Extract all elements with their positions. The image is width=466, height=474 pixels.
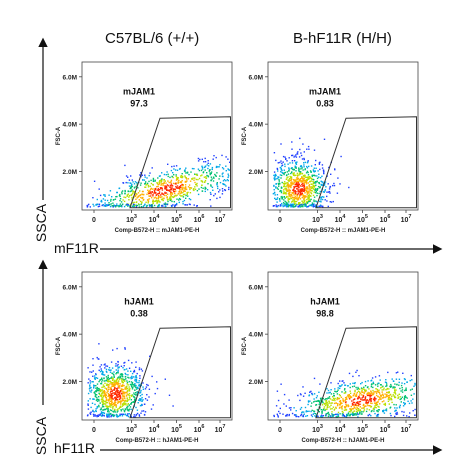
scatter-panel-3: 6.0M 4.0M 2.0M FSC-A 0 103 104 105 106 107 Comp-B5…	[56, 271, 233, 444]
plot-frame	[81, 61, 233, 211]
x-tick-label: 105	[357, 424, 368, 434]
x-tick-label: 105	[171, 424, 182, 434]
x-tick-label: 106	[194, 424, 205, 434]
y-axis-label: FSC-A	[56, 336, 62, 355]
x-tick-label: 103	[312, 424, 323, 434]
gate-polygon	[129, 326, 231, 419]
x-tick-label: 104	[335, 214, 347, 224]
y-tick-label: 6.0M	[249, 74, 263, 81]
scatter-panel-2: 6.0M 4.0M 2.0M FSC-A 0 103 104 105 106 107 Comp-B5…	[242, 61, 419, 234]
scatter-panel-4: 6.0M 4.0M 2.0M FSC-A 0 103 104 105 106 107 Comp-B5…	[242, 271, 419, 444]
x-tick-label: 107	[215, 214, 226, 224]
y-axis-label: FSC-A	[242, 126, 248, 145]
gate-percentage-label: 97.3	[130, 98, 148, 108]
gate-polygon	[315, 326, 417, 419]
event-dots	[86, 343, 174, 418]
gate-percentage-label: 0.38	[130, 308, 148, 318]
plot-frame	[267, 61, 419, 211]
x-tick-label: 0	[92, 427, 96, 434]
gate-percentage-label: 98.8	[316, 308, 334, 318]
x-tick-label: 0	[92, 217, 96, 224]
row2-x-axis-label: hF11R	[54, 440, 95, 456]
event-dots	[272, 137, 350, 208]
x-tick-label: 103	[312, 214, 323, 224]
y-tick-label: 2.0M	[63, 379, 77, 386]
x-tick-label: 0	[278, 427, 282, 434]
x-tick-label: 103	[126, 214, 137, 224]
gate-polygon	[129, 116, 231, 209]
y-tick-label: 6.0M	[63, 284, 77, 291]
y-tick-label: 4.0M	[63, 122, 77, 129]
x-axis-label: Comp-B572-H :: mJAM1-PE-H	[115, 228, 200, 234]
x-tick-label: 106	[380, 214, 391, 224]
gate-name-label: mJAM1	[309, 87, 341, 97]
x-tick-label: 107	[401, 214, 412, 224]
plot-frame	[81, 271, 233, 421]
y-tick-label: 6.0M	[249, 284, 263, 291]
x-tick-label: 107	[401, 424, 412, 434]
event-dots	[273, 369, 416, 418]
y-tick-label: 2.0M	[249, 169, 263, 176]
y-axis-label: FSC-A	[56, 126, 62, 145]
y-axis-label: FSC-A	[242, 336, 248, 355]
x-tick-label: 104	[335, 424, 347, 434]
x-tick-label: 0	[278, 217, 282, 224]
x-tick-label: 104	[149, 214, 161, 224]
gate-name-label: mJAM1	[123, 87, 155, 97]
y-tick-label: 2.0M	[249, 379, 263, 386]
x-tick-label: 107	[215, 424, 226, 434]
y-tick-label: 2.0M	[63, 169, 77, 176]
column-title-humanized: B-hF11R (H/H)	[293, 30, 392, 47]
y-tick-label: 4.0M	[249, 332, 263, 339]
x-axis-label: Comp-B572-H :: mJAM1-PE-H	[301, 228, 386, 234]
y-tick-label: 6.0M	[63, 74, 77, 81]
x-tick-label: 105	[171, 214, 182, 224]
x-tick-label: 105	[357, 214, 368, 224]
x-axis-label: Comp-B572-H :: hJAM1-PE-H	[115, 438, 198, 444]
column-title-wildtype: C57BL/6 (+/+)	[105, 30, 200, 47]
y-tick-label: 4.0M	[249, 122, 263, 129]
y-tick-label: 4.0M	[63, 332, 77, 339]
gate-name-label: hJAM1	[124, 297, 154, 307]
x-tick-label: 106	[194, 214, 205, 224]
scatter-panel-1: 6.0M 4.0M 2.0M FSC-A 0 103 104 105 106 107 Comp-B5…	[56, 61, 233, 234]
x-axis-label: Comp-B572-H :: hJAM1-PE-H	[301, 438, 384, 444]
event-dots	[86, 154, 231, 208]
gate-name-label: hJAM1	[310, 297, 340, 307]
gate-percentage-label: 0.83	[316, 98, 334, 108]
gate-polygon	[315, 116, 417, 209]
x-tick-label: 103	[126, 424, 137, 434]
row1-x-axis-label: mF11R	[54, 240, 99, 256]
x-tick-label: 104	[149, 424, 161, 434]
x-tick-label: 106	[380, 424, 391, 434]
